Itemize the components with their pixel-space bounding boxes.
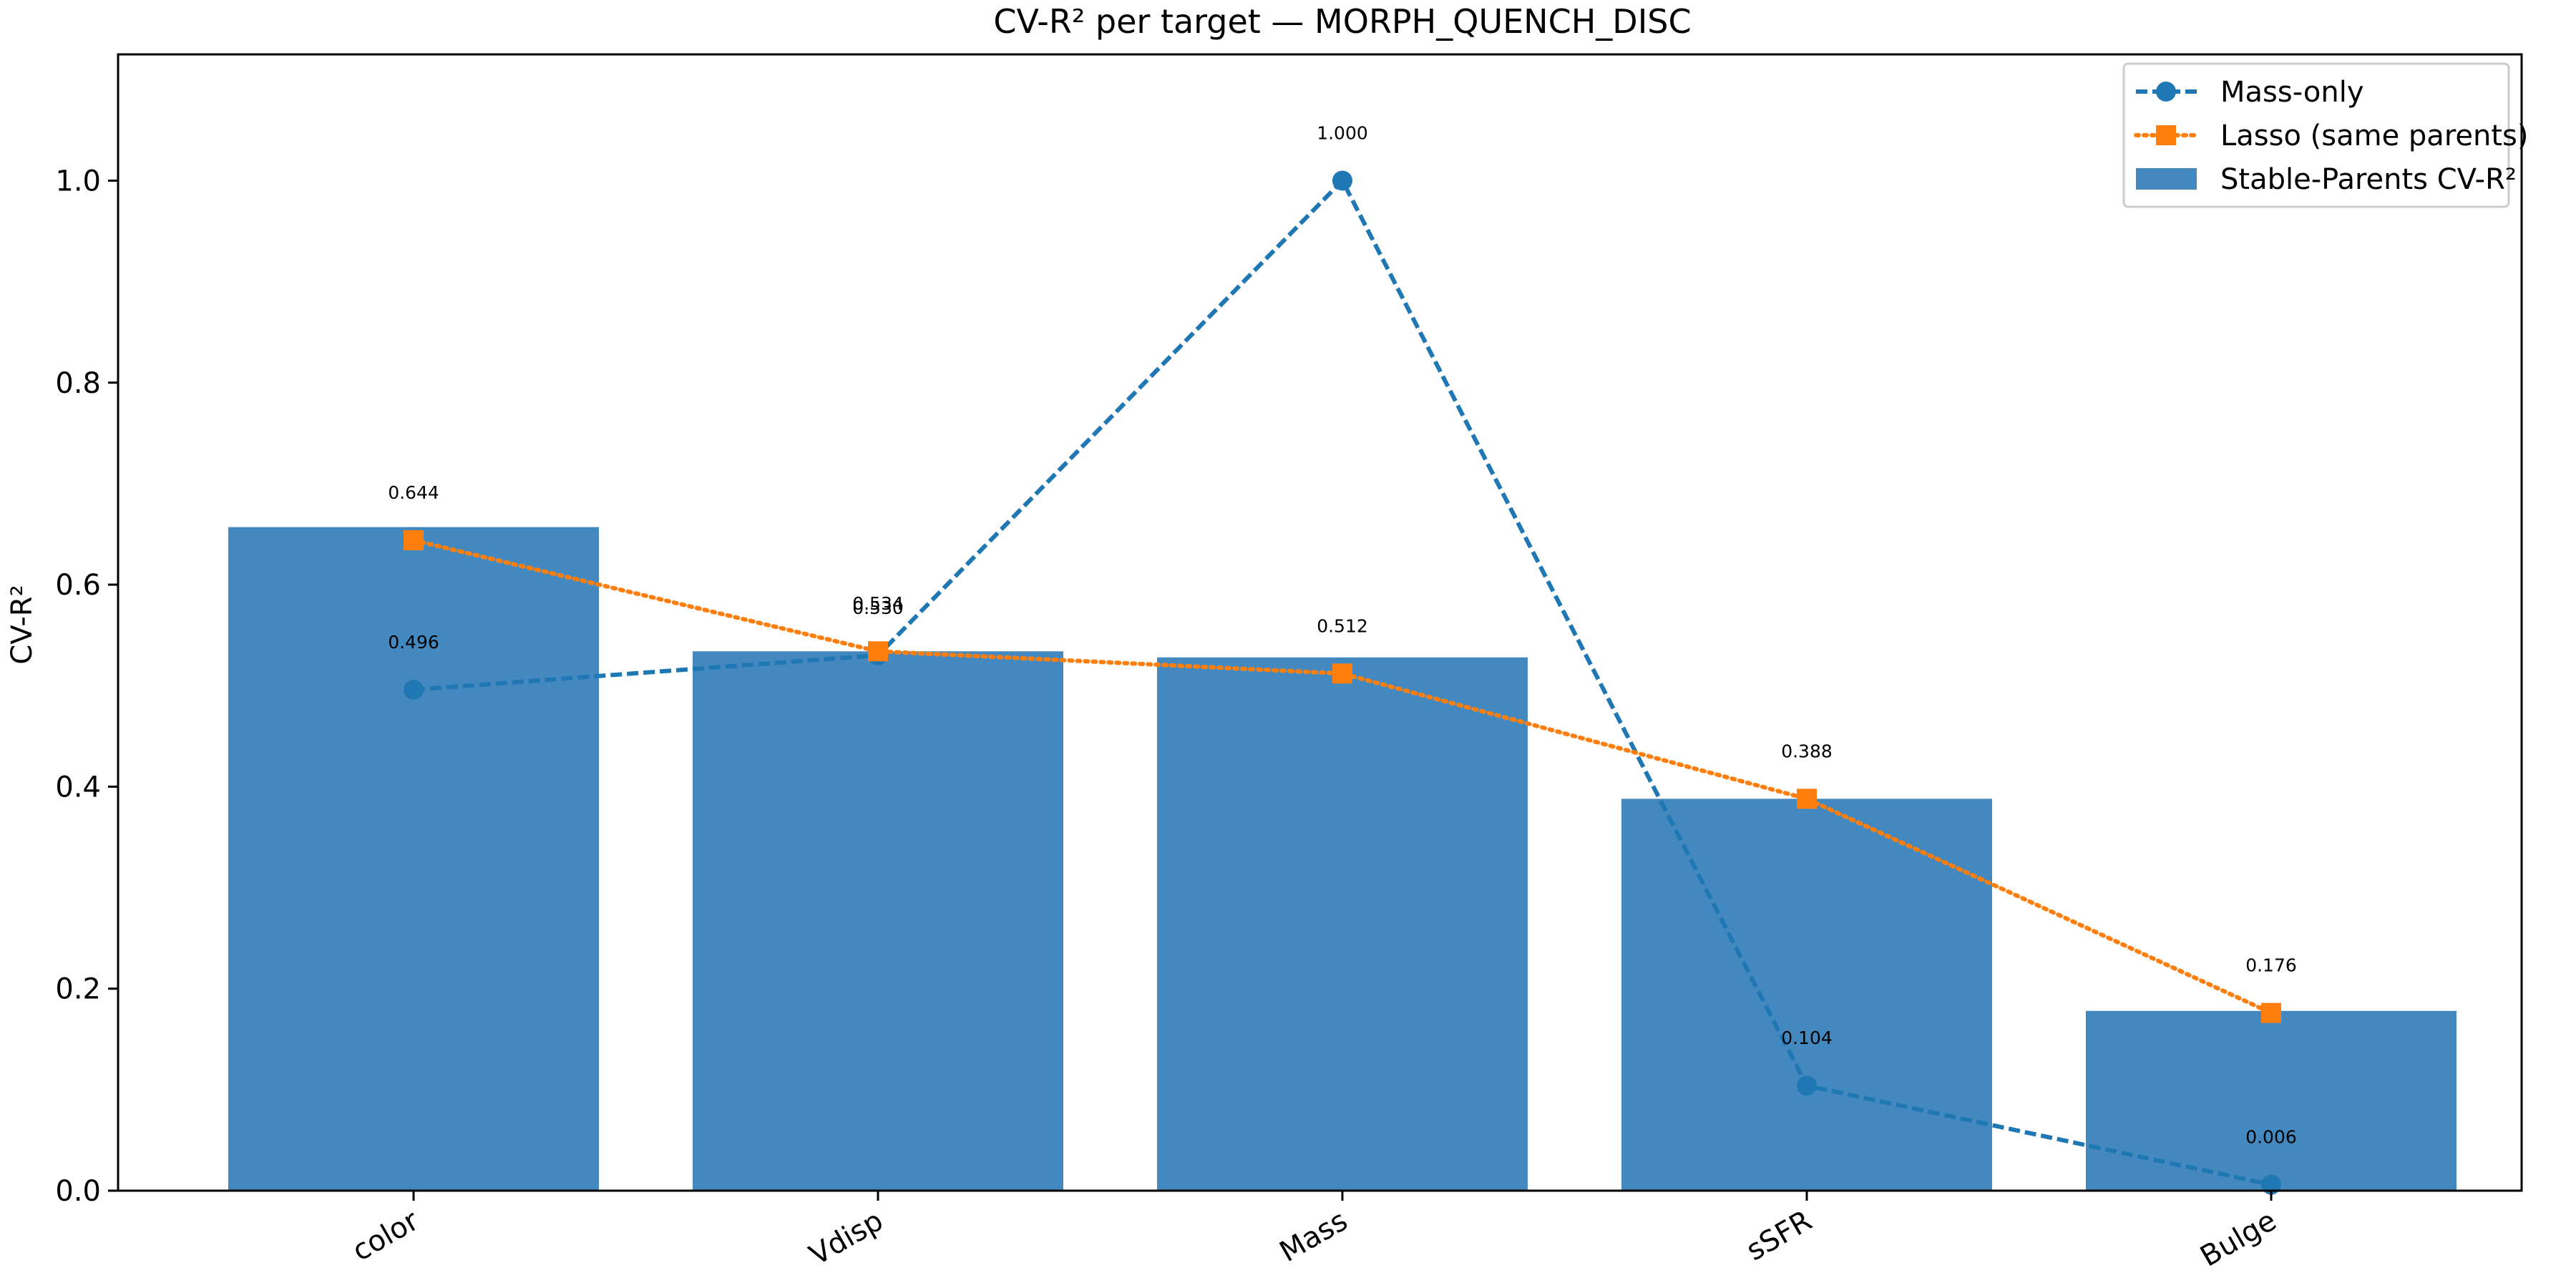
data-label-mass-only-ssfr: 0.104 <box>1781 1028 1833 1048</box>
bar-mass <box>1157 657 1528 1191</box>
marker-lasso-color <box>404 530 424 550</box>
marker-lasso-ssfr <box>1797 789 1817 809</box>
bar-bulge <box>2086 1010 2457 1191</box>
legend: Mass-only Lasso (same parents) Stable-Pare… <box>2122 62 2528 208</box>
legend-swatch-stable-parents <box>2136 168 2197 190</box>
data-label-lasso-bulge: 0.176 <box>2245 955 2297 976</box>
data-label-lasso-vdisp: 0.534 <box>852 593 904 614</box>
data-label-lasso-ssfr: 0.388 <box>1781 741 1833 761</box>
data-labels-group: 0.496 0.530 1.000 0.104 0.006 0.644 0.534 0.512… <box>388 122 2297 1147</box>
marker-lasso-vdisp <box>868 641 888 662</box>
data-label-lasso-color: 0.644 <box>388 482 439 503</box>
legend-label: Mass-only <box>2220 76 2364 109</box>
legend-box <box>2122 62 2510 208</box>
y-tick-label: 0.0 <box>55 1175 101 1208</box>
legend-marker-lasso <box>2156 125 2176 145</box>
marker-lasso-mass <box>1332 663 1352 684</box>
y-tick-label: 1.0 <box>55 165 101 197</box>
markers-group <box>404 170 2281 1195</box>
y-tick-label: 0.8 <box>55 367 101 400</box>
marker-lasso-bulge <box>2261 1002 2281 1023</box>
bars-group <box>228 527 2457 1191</box>
y-axis-label: CV-R² <box>6 585 39 664</box>
data-label-lasso-mass: 0.512 <box>1317 615 1368 636</box>
data-label-mass-only-color: 0.496 <box>388 632 439 653</box>
data-label-mass-only-vdisp: 0.530 <box>852 597 904 618</box>
y-tick-label: 0.6 <box>55 569 101 602</box>
marker-mass-only-ssfr <box>1797 1075 1817 1096</box>
y-axis: 0.0 0.2 0.4 0.6 0.8 1.0 <box>55 165 118 1208</box>
bar-color <box>228 527 599 1191</box>
plot-frame <box>117 53 2523 1192</box>
bar-vdisp <box>693 651 1063 1191</box>
chart-title: CV-R² per target — MORPH_QUENCH_DISC <box>993 2 1691 41</box>
data-label-mass-only-bulge: 0.006 <box>2245 1127 2297 1148</box>
legend-marker-mass-only <box>2156 82 2176 102</box>
y-tick-label: 0.4 <box>55 771 101 804</box>
legend-label: Stable-Parents CV-R² <box>2220 163 2517 196</box>
y-tick-label: 0.2 <box>55 973 101 1006</box>
marker-mass-only-mass <box>1332 170 1352 191</box>
marker-mass-only-color <box>404 679 424 700</box>
bar-ssfr <box>1621 799 1992 1191</box>
legend-label: Lasso (same parents) <box>2220 119 2528 152</box>
data-label-mass-only-mass: 1.000 <box>1317 122 1368 143</box>
